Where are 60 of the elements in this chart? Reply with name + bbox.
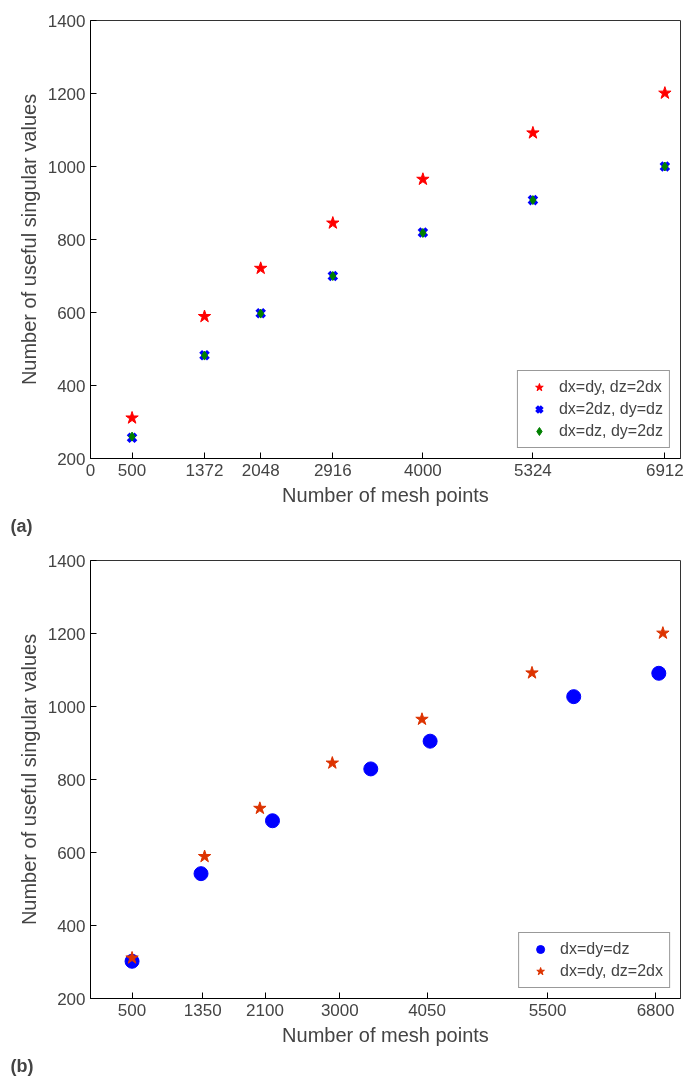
y-tick-label: 1400 (47, 551, 86, 571)
y-tick-label: 200 (57, 449, 86, 469)
point (363, 761, 379, 777)
legend-label: dx=dz, dy=2dz (558, 422, 663, 440)
x-axis-title: Number of mesh points (282, 483, 489, 506)
point (525, 665, 539, 679)
y-axis-title: Number of useful singular values (17, 93, 40, 386)
point (125, 950, 139, 964)
x-tick-label: 5324 (514, 460, 552, 480)
y-tick-label: 1000 (47, 697, 86, 717)
point (566, 689, 582, 705)
y-tick-label: 200 (57, 989, 86, 1009)
point (264, 813, 280, 829)
y-tick-label: 1400 (47, 11, 86, 31)
y-tick-label: 600 (57, 303, 86, 323)
point (125, 410, 139, 424)
x-tick-label: 1350 (183, 1000, 222, 1020)
y-tick-label: 1200 (47, 84, 86, 104)
y-tick-label: 400 (57, 916, 86, 936)
legend-label: dx=dy=dz (560, 940, 630, 958)
point (415, 712, 429, 726)
x-tick-label: 2048 (241, 460, 280, 480)
point (325, 756, 339, 769)
x-tick-label: 6800 (636, 1000, 675, 1020)
point (197, 849, 212, 863)
y-tick-label: 600 (57, 843, 86, 863)
y-axis-title: Number of useful singular values (17, 633, 40, 926)
point (651, 665, 667, 681)
x-tick-label: 3000 (320, 1000, 359, 1020)
point (422, 733, 438, 749)
x-axis-title: Number of mesh points (282, 1023, 489, 1046)
y-tick-label: 800 (57, 230, 86, 250)
point (658, 86, 672, 99)
y-tick-label: 1200 (47, 624, 86, 644)
y-tick-label: 400 (57, 376, 86, 396)
point (254, 261, 268, 275)
x-tick-label: 6912 (645, 460, 684, 480)
point (416, 172, 430, 186)
text: (a) (10, 515, 33, 536)
legend-label: dx=2dz, dy=dz (558, 400, 663, 418)
x-tick-label: 4000 (403, 460, 442, 480)
point (326, 216, 340, 229)
point (193, 866, 209, 882)
x-tick-label: 2916 (313, 460, 352, 480)
y-tick-label: 1000 (47, 157, 86, 177)
point (526, 125, 540, 139)
x-tick-label: 2100 (246, 1000, 284, 1020)
x-tick-label: 5500 (528, 1000, 567, 1020)
point (197, 309, 212, 323)
y-tick-label: 800 (57, 770, 86, 790)
x-tick-label: 0 (85, 460, 96, 480)
legend-label: dx=dy, dz=2dx (560, 962, 663, 980)
point (253, 801, 267, 815)
legend-label: dx=dy, dz=2dx (558, 378, 662, 396)
x-tick-label: 1372 (185, 460, 224, 480)
point (656, 626, 670, 639)
text: (b) (10, 1055, 34, 1076)
x-tick-label: 500 (117, 460, 147, 480)
x-tick-label: 4050 (408, 1000, 446, 1020)
x-tick-label: 500 (117, 1000, 147, 1020)
